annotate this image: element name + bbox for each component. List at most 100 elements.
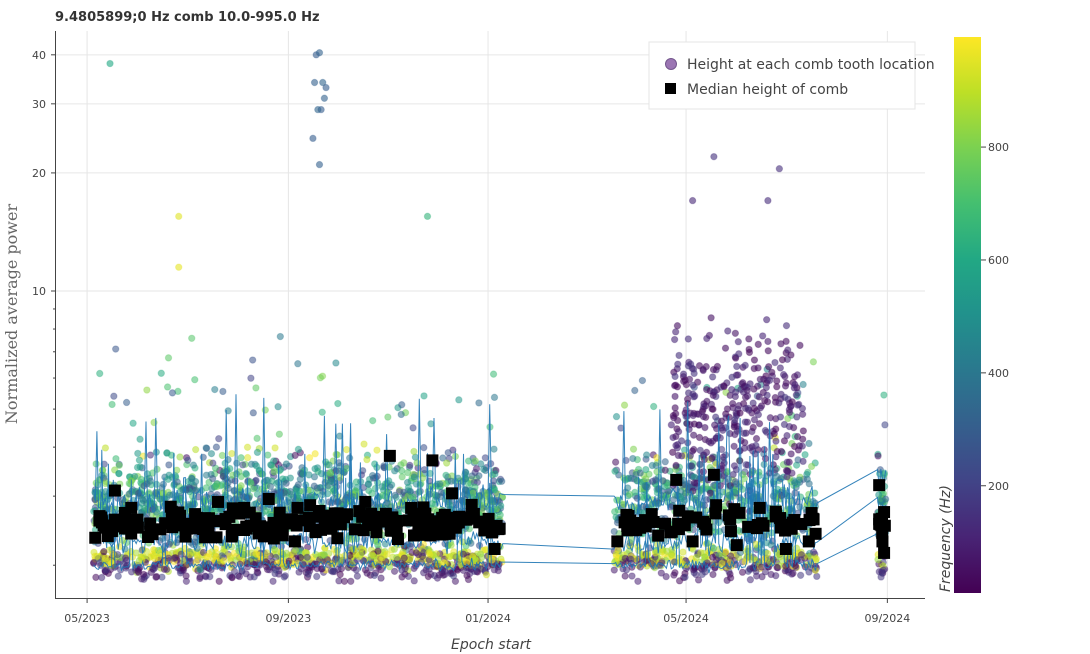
data-point [282,460,291,468]
median-marker [237,524,250,537]
data-point [202,484,210,492]
x-tick-label: 01/2024 [465,612,511,625]
data-point [189,548,197,557]
data-point [491,470,499,478]
data-point [769,555,777,564]
data-point [795,476,803,484]
data-point [481,454,490,462]
data-point [342,464,351,473]
data-point [364,480,372,488]
data-point [740,429,748,438]
data-point [222,468,230,476]
data-point [412,549,420,557]
data-point [776,364,785,372]
y-axis-ticks: 10 20 30 40 [32,49,56,566]
median-marker [446,487,459,500]
data-point [121,554,130,562]
data-point [671,328,680,336]
data-point [780,420,789,429]
data-point [413,459,421,467]
data-point [766,414,775,422]
data-point [134,567,142,575]
data-point [733,362,741,371]
data-point [310,78,319,87]
data-point [368,550,377,559]
data-point [135,456,144,464]
data-point [636,469,644,477]
data-point [224,455,232,464]
data-point [332,359,340,367]
data-point [790,384,798,392]
data-point [315,48,324,57]
data-point [346,551,354,560]
data-point [752,434,761,443]
data-point [703,334,711,343]
colorbar-label: Frequency (Hz) [938,485,954,592]
data-point [783,473,791,481]
data-point [728,373,736,381]
data-point [397,466,406,475]
data-point [347,577,355,585]
data-point [248,356,257,364]
data-point [487,496,495,504]
data-point [378,554,386,562]
median-marker [673,504,686,517]
data-point [631,386,639,395]
data-point [801,450,809,459]
data-point [643,551,651,559]
data-point [163,449,171,457]
data-point [730,442,738,450]
data-point [674,360,682,368]
data-point [724,327,732,335]
median-marker [339,508,352,521]
median-marker [288,535,301,548]
data-point [410,577,418,585]
data-point [165,461,173,469]
data-point [177,550,185,558]
data-point [726,570,734,578]
data-point [625,490,634,499]
data-point [409,424,417,432]
data-point [750,356,759,364]
data-point [756,375,764,384]
data-point [690,420,699,428]
data-point [261,406,270,414]
data-point [237,482,245,490]
data-point [134,449,142,458]
data-point [115,469,123,478]
data-point [439,454,447,462]
data-point [175,212,183,221]
data-point [875,491,883,499]
median-marker [751,518,764,531]
data-point [96,369,104,378]
data-point [642,451,651,459]
data-point [688,196,697,205]
data-point [168,389,177,397]
data-point [701,423,709,432]
data-point [247,374,255,382]
data-point [777,447,786,456]
data-point [699,412,708,421]
data-point [314,105,322,114]
data-point [296,553,305,562]
data-point [277,548,285,556]
data-point [110,466,119,474]
data-point [336,473,344,482]
data-point [322,83,330,92]
data-point [699,366,707,375]
data-point [731,329,740,337]
x-tick-label: 09/2024 [865,612,911,625]
data-point [748,442,756,451]
data-point [689,365,698,373]
x-axis-label: Epoch start [451,637,531,653]
data-point [431,506,439,514]
colorbar-gradient [954,37,981,593]
data-point [726,429,734,438]
data-point [294,445,303,454]
median-marker [449,521,462,534]
data-point [291,451,299,460]
chart-title: 9.4805899;0 Hz comb 10.0-995.0 Hz [55,10,320,25]
data-point [323,555,332,564]
data-point [303,553,311,561]
data-point [778,356,787,364]
